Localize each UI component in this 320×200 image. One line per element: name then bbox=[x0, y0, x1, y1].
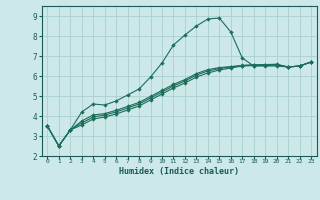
X-axis label: Humidex (Indice chaleur): Humidex (Indice chaleur) bbox=[119, 167, 239, 176]
